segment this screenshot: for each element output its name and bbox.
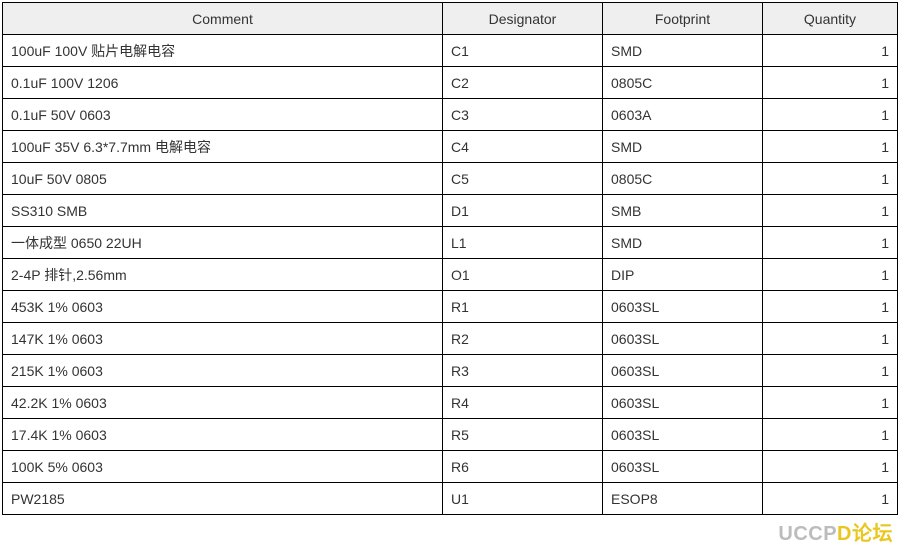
cell-designator: L1 [443, 227, 603, 259]
cell-designator: C3 [443, 99, 603, 131]
cell-designator: C4 [443, 131, 603, 163]
cell-comment: 0.1uF 100V 1206 [3, 67, 443, 99]
cell-comment: 一体成型 0650 22UH [3, 227, 443, 259]
cell-comment: 2-4P 排针,2.56mm [3, 259, 443, 291]
cell-quantity: 1 [763, 483, 898, 515]
cell-quantity: 1 [763, 259, 898, 291]
col-header-footprint: Footprint [603, 3, 763, 35]
table-row: 100K 5% 0603R60603SL1 [3, 451, 898, 483]
cell-footprint: 0603SL [603, 387, 763, 419]
cell-quantity: 1 [763, 99, 898, 131]
table-row: SS310 SMBD1SMB1 [3, 195, 898, 227]
bom-table: Comment Designator Footprint Quantity 10… [2, 2, 898, 515]
cell-footprint: 0805C [603, 163, 763, 195]
cell-designator: O1 [443, 259, 603, 291]
col-header-designator: Designator [443, 3, 603, 35]
cell-quantity: 1 [763, 355, 898, 387]
cell-designator: U1 [443, 483, 603, 515]
cell-footprint: SMD [603, 131, 763, 163]
cell-comment: PW2185 [3, 483, 443, 515]
cell-footprint: SMD [603, 227, 763, 259]
table-row: 一体成型 0650 22UHL1SMD1 [3, 227, 898, 259]
table-row: 453K 1% 0603R10603SL1 [3, 291, 898, 323]
cell-quantity: 1 [763, 35, 898, 67]
cell-footprint: 0603SL [603, 451, 763, 483]
cell-comment: 100uF 35V 6.3*7.7mm 电解电容 [3, 131, 443, 163]
cell-footprint: 0603SL [603, 419, 763, 451]
cell-footprint: 0603SL [603, 323, 763, 355]
bom-header-row: Comment Designator Footprint Quantity [3, 3, 898, 35]
cell-quantity: 1 [763, 323, 898, 355]
cell-comment: 453K 1% 0603 [3, 291, 443, 323]
cell-quantity: 1 [763, 67, 898, 99]
cell-quantity: 1 [763, 227, 898, 259]
watermark-part2: D论坛 [837, 523, 893, 545]
table-row: 215K 1% 0603R30603SL1 [3, 355, 898, 387]
cell-quantity: 1 [763, 195, 898, 227]
cell-quantity: 1 [763, 419, 898, 451]
cell-comment: 10uF 50V 0805 [3, 163, 443, 195]
cell-footprint: SMB [603, 195, 763, 227]
cell-footprint: 0603SL [603, 291, 763, 323]
cell-designator: R1 [443, 291, 603, 323]
cell-footprint: SMD [603, 35, 763, 67]
cell-footprint: 0603A [603, 99, 763, 131]
cell-designator: R4 [443, 387, 603, 419]
cell-comment: 42.2K 1% 0603 [3, 387, 443, 419]
cell-designator: D1 [443, 195, 603, 227]
watermark: UCCPD论坛 [778, 517, 893, 546]
bom-table-body: 100uF 100V 贴片电解电容C1SMD10.1uF 100V 1206C2… [3, 35, 898, 515]
cell-designator: R6 [443, 451, 603, 483]
cell-designator: R2 [443, 323, 603, 355]
col-header-quantity: Quantity [763, 3, 898, 35]
cell-footprint: 0603SL [603, 355, 763, 387]
cell-comment: 100uF 100V 贴片电解电容 [3, 35, 443, 67]
bom-table-head: Comment Designator Footprint Quantity [3, 3, 898, 35]
cell-comment: SS310 SMB [3, 195, 443, 227]
cell-footprint: DIP [603, 259, 763, 291]
table-row: 42.2K 1% 0603R40603SL1 [3, 387, 898, 419]
cell-designator: C1 [443, 35, 603, 67]
cell-footprint: ESOP8 [603, 483, 763, 515]
cell-designator: R3 [443, 355, 603, 387]
table-row: 2-4P 排针,2.56mmO1DIP1 [3, 259, 898, 291]
cell-comment: 0.1uF 50V 0603 [3, 99, 443, 131]
cell-designator: C5 [443, 163, 603, 195]
cell-comment: 147K 1% 0603 [3, 323, 443, 355]
table-row: 10uF 50V 0805C50805C1 [3, 163, 898, 195]
table-row: PW2185U1ESOP81 [3, 483, 898, 515]
watermark-part1: UCCP [778, 523, 837, 545]
cell-comment: 215K 1% 0603 [3, 355, 443, 387]
table-row: 0.1uF 100V 1206C20805C1 [3, 67, 898, 99]
table-row: 100uF 35V 6.3*7.7mm 电解电容C4SMD1 [3, 131, 898, 163]
cell-quantity: 1 [763, 451, 898, 483]
table-row: 147K 1% 0603R20603SL1 [3, 323, 898, 355]
cell-footprint: 0805C [603, 67, 763, 99]
col-header-comment: Comment [3, 3, 443, 35]
cell-quantity: 1 [763, 163, 898, 195]
cell-designator: C2 [443, 67, 603, 99]
cell-comment: 100K 5% 0603 [3, 451, 443, 483]
cell-quantity: 1 [763, 131, 898, 163]
table-row: 0.1uF 50V 0603C30603A1 [3, 99, 898, 131]
table-row: 17.4K 1% 0603R50603SL1 [3, 419, 898, 451]
table-row: 100uF 100V 贴片电解电容C1SMD1 [3, 35, 898, 67]
cell-comment: 17.4K 1% 0603 [3, 419, 443, 451]
cell-quantity: 1 [763, 387, 898, 419]
cell-quantity: 1 [763, 291, 898, 323]
cell-designator: R5 [443, 419, 603, 451]
